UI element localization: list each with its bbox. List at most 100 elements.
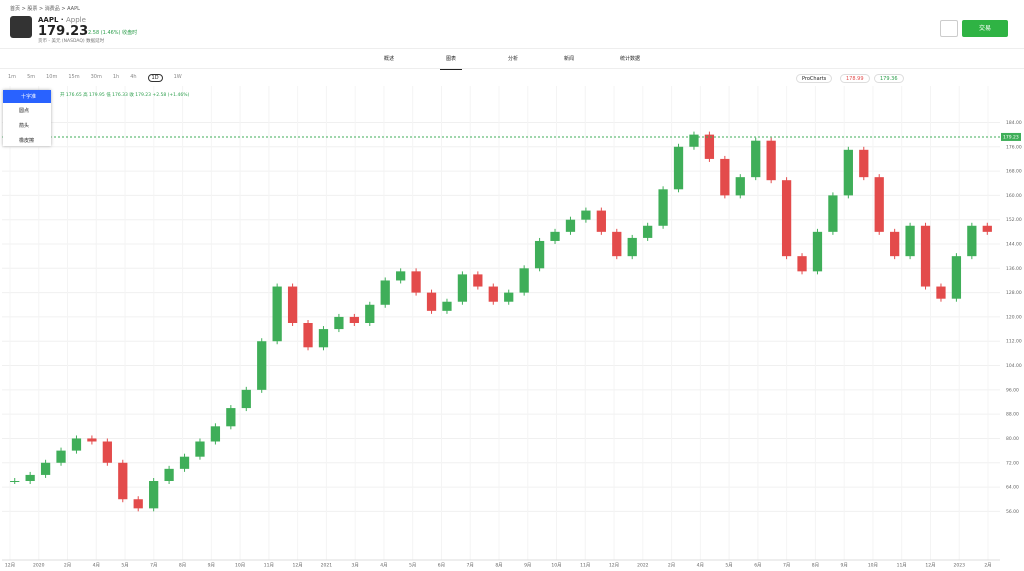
timeframe[interactable]: 4h — [130, 74, 137, 80]
x-tick-label: 9月 — [840, 563, 847, 569]
trade-button[interactable]: 交易 — [962, 20, 1008, 37]
y-tick-label: 160.00 — [1006, 193, 1022, 199]
timeframe[interactable]: 30m — [90, 74, 102, 80]
candle — [673, 146, 684, 190]
x-tick-label: 2022 — [637, 563, 649, 569]
x-tick-label: 12月 — [609, 563, 619, 569]
x-tick-label: 5月 — [725, 563, 732, 569]
y-tick-label: 104.00 — [1006, 363, 1022, 369]
candle — [565, 219, 576, 232]
candle — [287, 286, 298, 323]
candle — [735, 177, 745, 196]
candle — [25, 474, 35, 481]
candle — [534, 240, 545, 269]
candle — [890, 231, 900, 257]
tab[interactable]: 分析 — [507, 56, 518, 62]
tab[interactable]: 统计数据 — [620, 56, 641, 62]
candle — [303, 323, 313, 348]
timeframe[interactable]: 10m — [46, 74, 58, 80]
timeframe[interactable]: 1D — [147, 74, 163, 82]
x-tick-label: 10月 — [868, 563, 878, 569]
timeframe[interactable]: 5m — [27, 74, 36, 80]
candle — [488, 286, 498, 302]
y-tick-label: 80.00 — [1006, 436, 1019, 442]
x-tick-label: 10月 — [551, 563, 561, 569]
x-tick-label: 2021 — [321, 563, 333, 569]
x-tick-label: 2023 — [954, 563, 966, 569]
candle — [936, 286, 946, 299]
y-tick-label: 88.00 — [1006, 412, 1019, 418]
timeframe[interactable]: 1m — [8, 74, 17, 80]
candle — [704, 134, 715, 159]
y-tick-label: 176.00 — [1006, 144, 1022, 150]
menu-item[interactable]: 十字准 — [3, 90, 51, 103]
x-tick-label: 2月 — [984, 563, 991, 569]
candle — [133, 499, 143, 509]
tabs: 概述 图表 分析 新闻 统计数据 — [0, 48, 1024, 70]
tab[interactable]: 图表 — [439, 48, 462, 70]
menu-item[interactable]: 橡皮擦 — [19, 138, 35, 144]
candle — [751, 140, 761, 178]
x-tick-label: 9月 — [524, 563, 531, 569]
price-tag-label: 179.23 — [1003, 134, 1019, 140]
x-tick-label: 2020 — [33, 563, 45, 569]
x-tick-label: 8月 — [179, 563, 186, 569]
x-tick-label: 11月 — [897, 563, 907, 569]
timeframe[interactable]: 1W — [173, 74, 182, 80]
procharts[interactable]: ProCharts — [796, 74, 833, 83]
candle — [766, 140, 776, 181]
candle — [87, 438, 97, 442]
tab[interactable]: 概述 — [383, 56, 394, 62]
candle — [40, 462, 51, 475]
price-tag — [1001, 132, 1021, 141]
candle — [473, 274, 483, 287]
candle — [257, 341, 267, 390]
candle — [612, 231, 622, 257]
candle — [71, 438, 82, 451]
candle — [658, 189, 668, 226]
y-tick-label: 72.00 — [1006, 460, 1019, 466]
candle — [349, 316, 359, 323]
menu-item[interactable]: 圆点 — [19, 108, 30, 114]
x-tick-label: 2月 — [668, 563, 675, 569]
candle — [457, 274, 468, 302]
y-tick-label: 128.00 — [1006, 290, 1022, 296]
sell-price[interactable]: 178.99 — [840, 74, 870, 83]
candle — [118, 462, 128, 500]
change: 2.58 (1.46%) 收盘时 — [88, 30, 138, 36]
candle — [442, 301, 452, 311]
x-tick-label: 2月 — [64, 563, 71, 569]
x-tick-label: 9月 — [208, 563, 215, 569]
candle — [179, 456, 190, 469]
x-tick-label: 12月 — [5, 563, 15, 569]
candle — [627, 237, 637, 257]
x-tick-label: 6月 — [754, 563, 761, 569]
timeframe[interactable]: 15m — [68, 74, 80, 80]
candle — [380, 280, 390, 305]
candle — [102, 441, 112, 463]
candle — [967, 225, 977, 257]
candle — [318, 329, 329, 348]
candle — [643, 225, 653, 238]
buy-price[interactable]: 179.36 — [874, 74, 904, 83]
candle — [241, 389, 251, 409]
x-tick-label: 8月 — [495, 563, 502, 569]
timeframe[interactable]: 1h — [112, 74, 120, 80]
candle — [874, 177, 884, 232]
candle — [689, 134, 699, 147]
breadcrumb: 首页 > 股票 > 消费品 > AAPL — [10, 6, 80, 12]
menu-button[interactable] — [940, 20, 958, 37]
x-tick-label: 4月 — [697, 563, 704, 569]
menu-item[interactable]: 箭头 — [19, 123, 30, 129]
candle — [550, 231, 560, 241]
chart: 56.00 64.00 72.00 80.00 88.00 96.00 104.00 112.… — [2, 86, 1022, 569]
x-tick-label: 11月 — [580, 563, 590, 569]
candle — [519, 268, 529, 293]
x-tick-label: 4月 — [380, 563, 387, 569]
candle — [56, 450, 66, 463]
x-tick-label: 8月 — [812, 563, 819, 569]
ticker: AAPL — [38, 16, 59, 24]
tab[interactable]: 新闻 — [564, 56, 575, 62]
candle — [720, 158, 730, 196]
